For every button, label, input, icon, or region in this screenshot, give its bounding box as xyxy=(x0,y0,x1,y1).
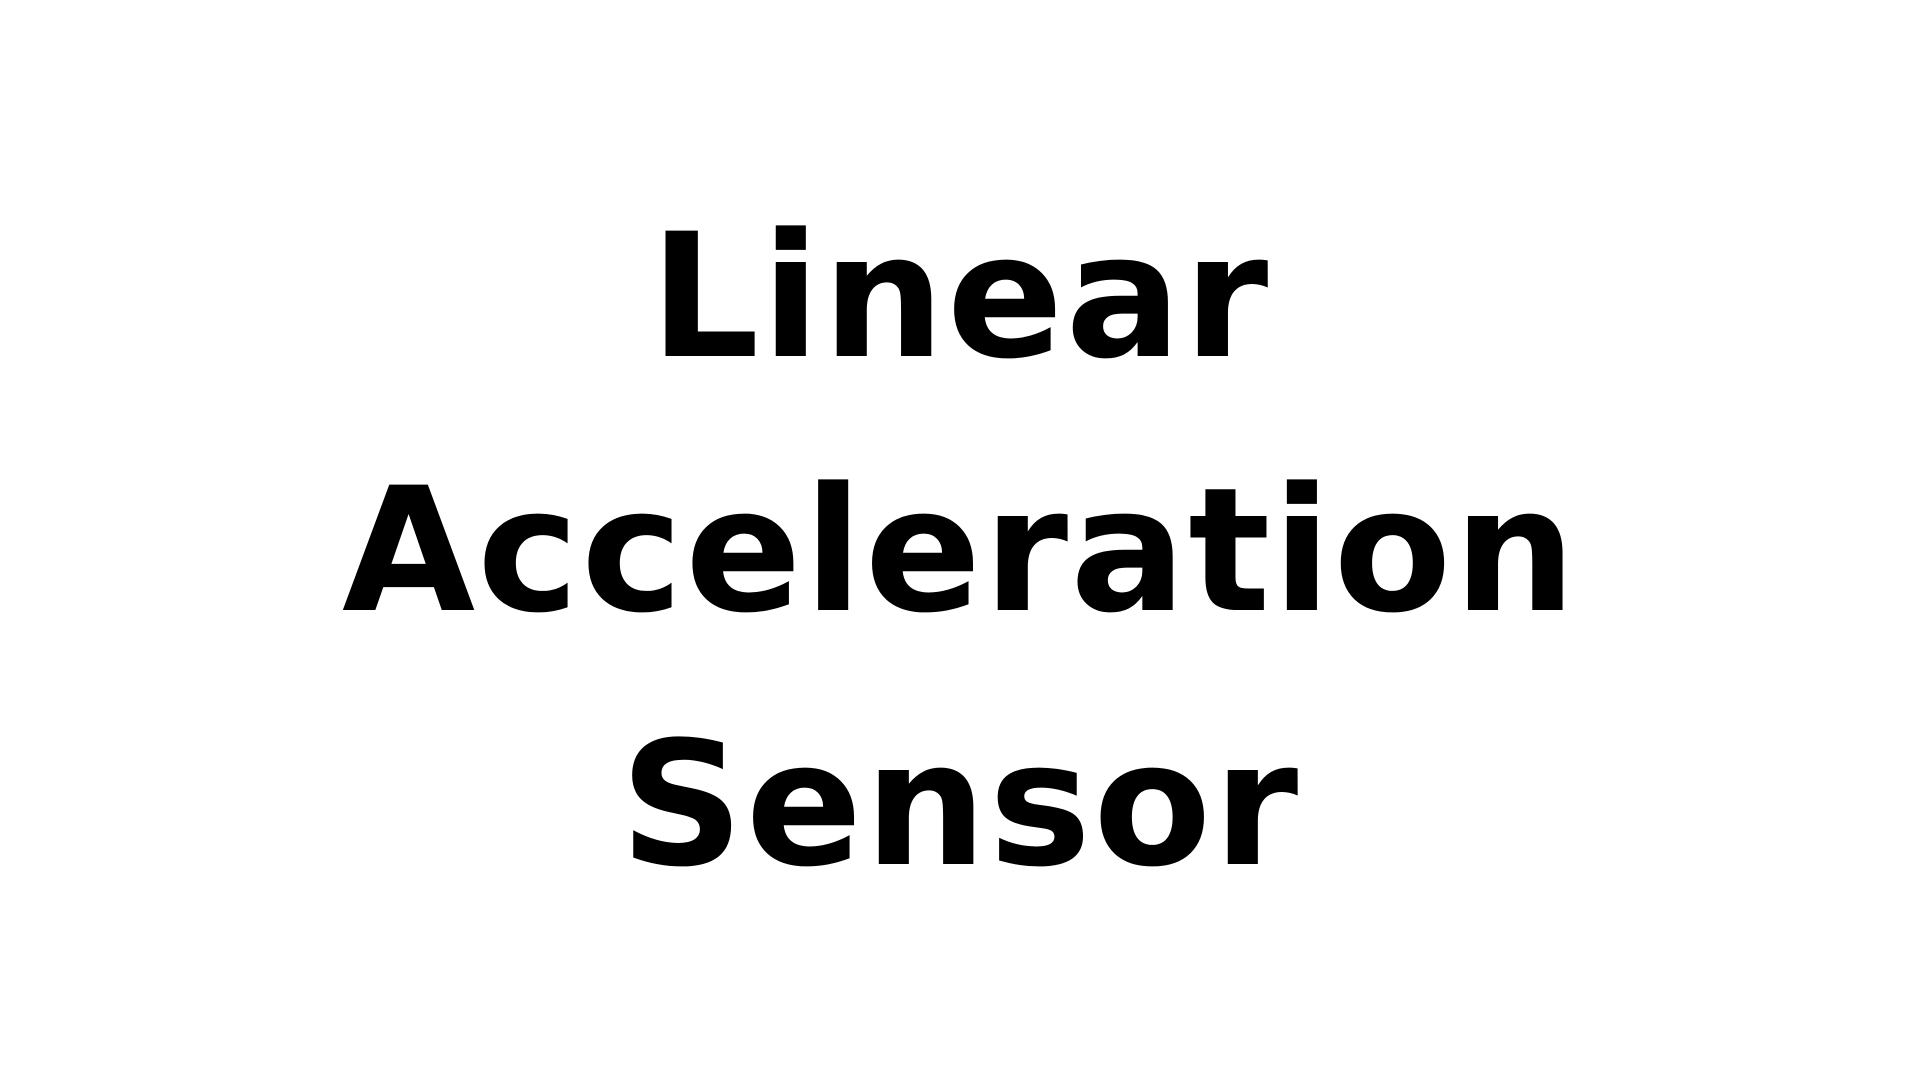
title-text-block: Linear Acceleration Sensor xyxy=(0,170,1920,932)
title-line-3: Sensor xyxy=(619,704,1301,905)
title-line-2: Acceleration xyxy=(342,450,1578,651)
title-line-1: Linear xyxy=(649,196,1271,397)
